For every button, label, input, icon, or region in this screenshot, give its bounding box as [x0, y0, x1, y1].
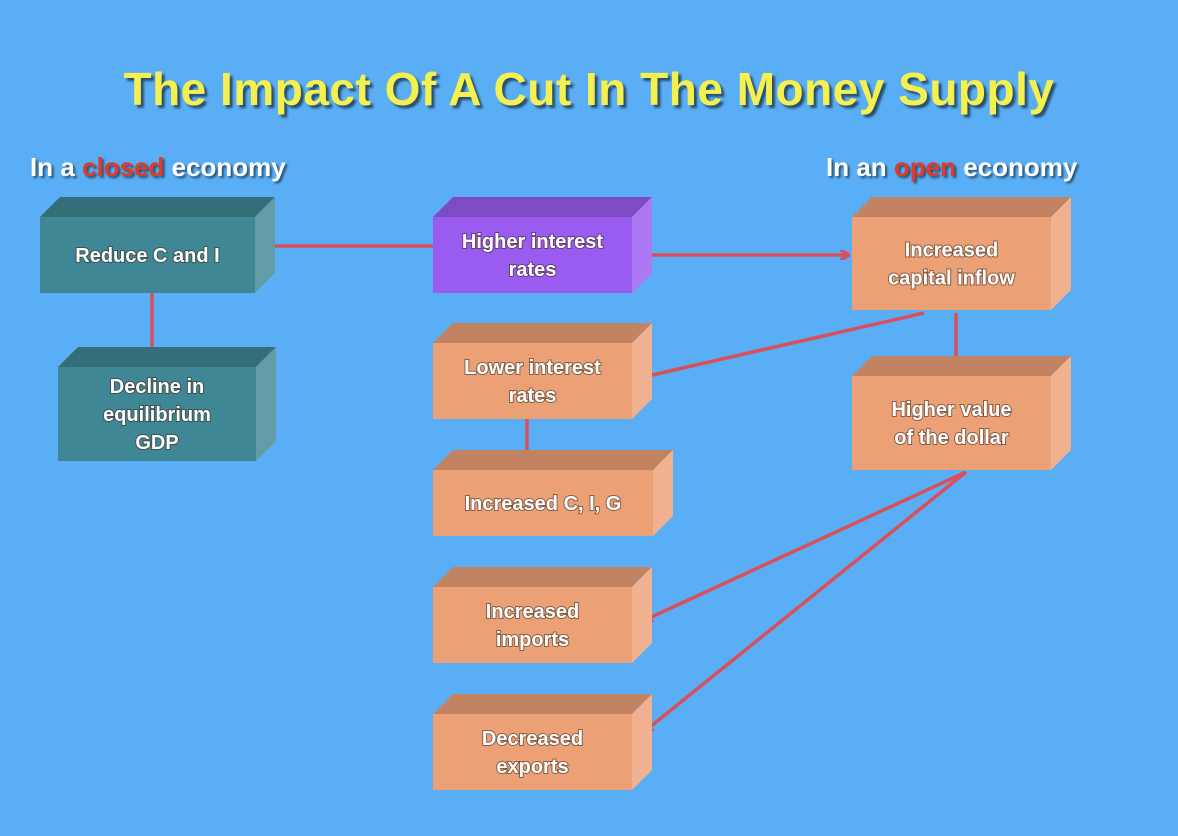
box-decline-gdp: Decline in equilibrium GDP — [58, 347, 276, 461]
heading-accent: open — [893, 152, 957, 182]
slide-title: The Impact Of A Cut In The Money Supply — [123, 63, 1055, 115]
box-decreased-exports: Decreased exports — [433, 694, 652, 790]
box-label-line: Higher value — [891, 399, 1011, 421]
box-front-face — [40, 217, 255, 293]
box-side-face — [1051, 356, 1071, 470]
box-top-face — [852, 197, 1071, 217]
flow-arrow — [639, 311, 925, 378]
box-top-face — [433, 450, 673, 470]
flow-arrow — [645, 470, 968, 731]
box-top-face — [433, 694, 652, 714]
box-side-face — [653, 450, 673, 536]
box-front-face — [433, 587, 632, 663]
box-lower-rates: Lower interest rates — [433, 323, 652, 419]
box-label-line: exports — [496, 756, 568, 778]
heading-suffix: economy — [164, 152, 286, 182]
box-label-line: Reduce C and I — [75, 245, 219, 267]
box-front-face — [58, 367, 256, 461]
box-top-face — [433, 197, 652, 217]
box-side-face — [632, 694, 652, 790]
heading-prefix: In an — [826, 152, 894, 182]
box-side-face — [256, 347, 276, 461]
box-label-line: Increased C, I, G — [465, 493, 622, 515]
closed-economy-heading: In a closed economy — [30, 152, 286, 183]
box-top-face — [433, 567, 652, 587]
box-higher-dollar: Higher value of the dollar — [852, 356, 1071, 470]
box-front-face — [433, 343, 632, 419]
box-label-line: Increased — [486, 601, 579, 623]
box-side-face — [255, 197, 275, 293]
box-front-face — [433, 714, 632, 790]
box-capital-inflow: Increased capital inflow — [852, 197, 1071, 310]
heading-accent: closed — [82, 152, 165, 182]
box-label-line: of the dollar — [894, 427, 1009, 449]
box-top-face — [852, 356, 1071, 376]
box-increased-cig: Increased C, I, G — [433, 450, 673, 536]
box-top-face — [40, 197, 275, 217]
box-front-face — [433, 217, 632, 293]
box-side-face — [1051, 197, 1071, 310]
box-label-line: Lower interest — [464, 357, 601, 379]
flow-arrow — [645, 470, 967, 620]
box-reduce-c-i: Reduce C and I — [40, 197, 275, 293]
box-front-face — [433, 470, 653, 536]
box-higher-rates: Higher interest rates — [433, 197, 652, 293]
heading-prefix: In a — [30, 152, 83, 182]
box-top-face — [58, 347, 276, 367]
box-top-face — [433, 323, 652, 343]
box-label-line: rates — [509, 259, 557, 281]
box-label-line: GDP — [135, 432, 178, 454]
box-side-face — [632, 567, 652, 663]
box-label-line: capital inflow — [888, 268, 1015, 290]
box-label-line: imports — [496, 629, 569, 651]
box-front-face — [852, 217, 1051, 310]
box-label-line: Higher interest — [462, 231, 603, 253]
box-increased-imports: Increased imports — [433, 567, 652, 663]
heading-suffix: economy — [956, 152, 1078, 182]
box-label-line: equilibrium — [103, 404, 211, 426]
box-side-face — [632, 323, 652, 419]
box-label-line: Increased — [905, 240, 998, 262]
box-side-face — [632, 197, 652, 293]
open-economy-heading: In an open economy — [826, 152, 1077, 183]
box-label-line: Decline in — [110, 376, 204, 398]
box-label-line: Decreased — [482, 728, 583, 750]
box-front-face — [852, 376, 1051, 470]
boxes-layer: Reduce C and I Decline in equilibrium GDP Hi… — [40, 197, 1071, 790]
box-label-line: rates — [509, 385, 557, 407]
